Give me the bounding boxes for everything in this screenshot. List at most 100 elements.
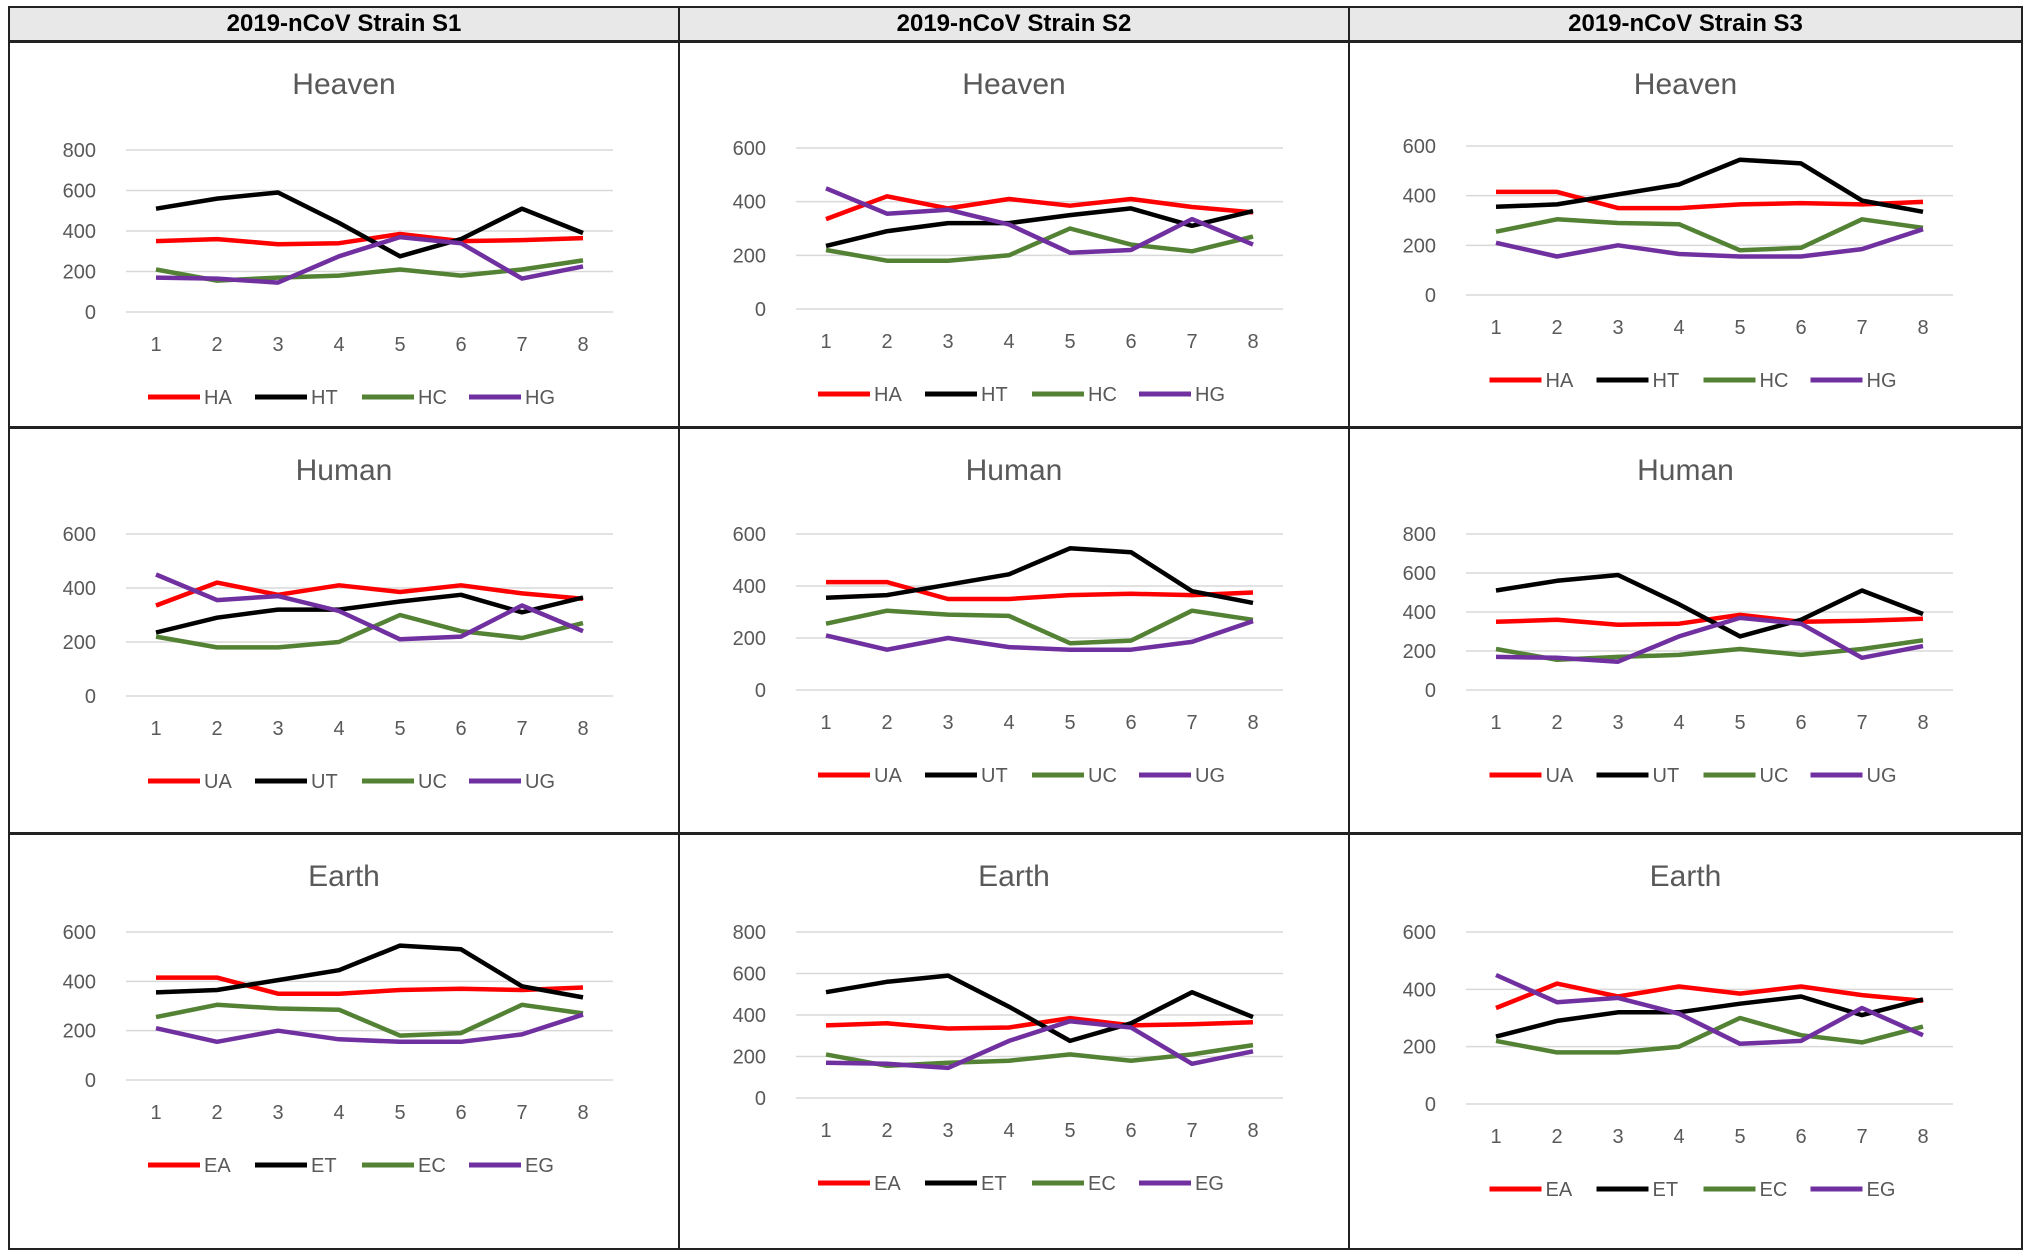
y-tick-label: 400 — [733, 1005, 766, 1027]
series-line-ea — [1495, 981, 1924, 1011]
y-tick-label: 600 — [733, 964, 766, 986]
legend-label-uc: UC — [1088, 765, 1117, 787]
legend-label-hg: HG — [1867, 370, 1897, 392]
y-tick-label: 200 — [63, 262, 96, 284]
legend-label-ht: HT — [311, 387, 338, 409]
legend-label-hg: HG — [525, 387, 555, 409]
x-tick-label: 2 — [211, 334, 222, 356]
chart-title: Heaven — [1634, 68, 1737, 101]
legend-label-ea: EA — [204, 1155, 231, 1177]
series-line-et — [825, 973, 1254, 1044]
y-tick-label: 400 — [733, 576, 766, 598]
legend-label-ha: HA — [1546, 370, 1574, 392]
x-tick-label: 5 — [1734, 317, 1745, 339]
y-tick-label: 200 — [63, 632, 96, 654]
chart-title: Earth — [978, 860, 1050, 893]
x-tick-label: 4 — [1673, 317, 1684, 339]
y-tick-label: 400 — [733, 192, 766, 214]
x-tick-label: 1 — [1490, 1126, 1501, 1148]
x-tick-label: 4 — [1003, 1120, 1014, 1142]
y-tick-label: 200 — [63, 1021, 96, 1043]
legend-label-ug: UG — [1195, 765, 1225, 787]
chart-title: Earth — [308, 860, 380, 893]
x-tick-label: 7 — [1856, 712, 1867, 734]
x-tick-label: 7 — [1186, 1120, 1197, 1142]
legend-label-hc: HC — [1760, 370, 1789, 392]
x-tick-label: 5 — [1064, 1120, 1075, 1142]
x-tick-label: 5 — [1734, 712, 1745, 734]
series-line-ha — [1496, 189, 1924, 211]
y-tick-label: 600 — [1403, 922, 1436, 944]
series-line-hc — [1495, 217, 1924, 253]
legend-label-ha: HA — [204, 387, 232, 409]
y-tick-label: 400 — [63, 578, 96, 600]
x-tick-label: 8 — [577, 334, 588, 356]
x-tick-label: 8 — [1917, 712, 1928, 734]
y-tick-label: 400 — [1403, 186, 1436, 208]
x-tick-label: 5 — [394, 1102, 405, 1124]
chart-4: Human 0 200 400 600 1 2 3 4 5 6 7 8 UA UT UC UG — [63, 454, 613, 793]
y-tick-label: 600 — [1403, 563, 1436, 585]
series-line-eg — [1495, 972, 1924, 1047]
x-tick-label: 8 — [1917, 1126, 1928, 1148]
x-tick-label: 8 — [577, 1102, 588, 1124]
panel-border — [1348, 427, 2023, 834]
panel-border — [1348, 833, 2023, 1250]
x-tick-label: 3 — [1612, 1126, 1623, 1148]
chart-grid: 2019-nCoV Strain S1 2019-nCoV Strain S2 … — [8, 6, 2023, 1250]
x-tick-label: 5 — [1064, 712, 1075, 734]
legend-label-uc: UC — [1760, 765, 1789, 787]
x-tick-label: 5 — [1064, 331, 1075, 353]
x-tick-label: 8 — [1917, 317, 1928, 339]
x-tick-label: 3 — [1612, 712, 1623, 734]
legend-label-ut: UT — [311, 771, 338, 793]
y-tick-label: 0 — [755, 299, 766, 321]
chart-8: Earth 0 200 400 600 800 1 2 3 4 5 6 7 8 EA ET EC EG — [733, 860, 1283, 1195]
legend-label-ht: HT — [1653, 370, 1680, 392]
x-tick-label: 1 — [150, 334, 161, 356]
x-tick-label: 4 — [1673, 1126, 1684, 1148]
y-tick-label: 600 — [1403, 136, 1436, 158]
x-tick-label: 8 — [1247, 1120, 1258, 1142]
chart-title: Earth — [1650, 860, 1722, 893]
x-tick-label: 2 — [881, 1120, 892, 1142]
legend-label-ec: EC — [1088, 1173, 1116, 1195]
y-tick-label: 400 — [1403, 602, 1436, 624]
series-line-ug — [825, 618, 1254, 652]
x-tick-label: 1 — [1490, 712, 1501, 734]
y-tick-label: 200 — [733, 1047, 766, 1069]
y-tick-label: 0 — [1425, 680, 1436, 702]
x-tick-label: 7 — [516, 334, 527, 356]
x-tick-label: 3 — [272, 334, 283, 356]
y-tick-label: 400 — [63, 971, 96, 993]
y-tick-label: 0 — [85, 302, 96, 324]
panel-border — [678, 427, 1350, 834]
series-line-ug — [1495, 615, 1924, 664]
chart-6: Human 0 200 400 600 800 1 2 3 4 5 6 7 8 UA UT UC UG — [1403, 454, 1953, 787]
x-tick-label: 4 — [1003, 712, 1014, 734]
chart-title: Human — [966, 454, 1063, 487]
chart-2: Heaven 0 200 400 600 1 2 3 4 5 6 7 8 HA HT HC HG — [733, 68, 1283, 406]
legend-label-ht: HT — [981, 384, 1008, 406]
y-tick-label: 600 — [733, 524, 766, 546]
x-tick-label: 5 — [394, 334, 405, 356]
x-tick-label: 6 — [1125, 712, 1136, 734]
y-tick-label: 600 — [63, 181, 96, 203]
legend-label-eg: EG — [525, 1155, 554, 1177]
y-tick-label: 0 — [1425, 1094, 1436, 1116]
x-tick-label: 8 — [1247, 331, 1258, 353]
x-tick-label: 6 — [1125, 331, 1136, 353]
y-tick-label: 0 — [755, 1088, 766, 1110]
y-tick-label: 0 — [85, 1070, 96, 1092]
x-tick-label: 3 — [1612, 317, 1623, 339]
x-tick-label: 2 — [881, 712, 892, 734]
x-tick-label: 8 — [577, 718, 588, 740]
legend-label-ha: HA — [874, 384, 902, 406]
column-header-s1: 2019-nCoV Strain S1 — [8, 6, 680, 42]
x-tick-label: 6 — [455, 718, 466, 740]
series-line-hc — [825, 226, 1254, 263]
legend-label-ug: UG — [525, 771, 555, 793]
series-line-ec — [155, 1002, 584, 1038]
y-tick-label: 200 — [733, 628, 766, 650]
x-tick-label: 1 — [820, 331, 831, 353]
